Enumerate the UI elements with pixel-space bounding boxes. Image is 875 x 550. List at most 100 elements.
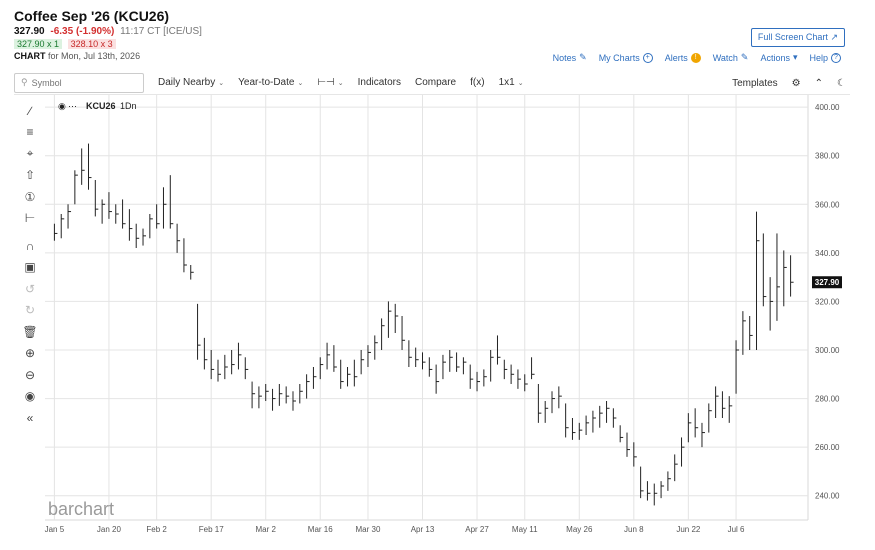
ohlc-bar (319, 357, 324, 380)
notes-link[interactable]: Notes ✎ (553, 52, 587, 63)
ohlc-bar (244, 357, 249, 380)
ohlc-bar (387, 301, 392, 338)
actions-menu[interactable]: Actions ▾ (760, 52, 797, 63)
ohlc-bar (619, 425, 624, 443)
ohlc-bar (306, 374, 310, 399)
ohlc-bar (776, 233, 780, 321)
ohlc-bar (674, 454, 678, 482)
numbered-marker-icon[interactable]: ① (24, 189, 36, 204)
ohlc-bar (374, 335, 378, 360)
fibonacci-icon[interactable]: ≡ (26, 125, 34, 140)
chevron-down-icon: ⌄ (218, 79, 225, 87)
range-dropdown[interactable]: Year-to-Date ⌄ (238, 77, 303, 88)
full-screen-chart-button[interactable]: Full Screen Chart ↗ (750, 28, 845, 47)
eye-icon[interactable]: ◉ (24, 389, 36, 404)
x-tick-label: Jun 8 (624, 525, 644, 534)
ohlc-bar (435, 364, 440, 394)
watch-link[interactable]: Watch ✎ (713, 52, 749, 63)
ohlc-bar (653, 483, 658, 506)
ohlc-bar (558, 386, 562, 409)
ohlc-bar (224, 354, 228, 380)
y-tick-label: 320.00 (815, 297, 840, 306)
x-tick-label: Apr 27 (465, 525, 489, 534)
bid-ask-line: 327.90 x 1 328.10 x 3 (14, 39, 202, 49)
notes-label: Notes (552, 52, 577, 63)
indicators-button[interactable]: Indicators (357, 77, 401, 88)
settings-gear-icon[interactable]: ⚙ (791, 77, 801, 89)
ohlc-bar (681, 437, 685, 467)
alerts-link[interactable]: Alerts! (665, 52, 701, 63)
symbol-input[interactable] (31, 77, 132, 88)
plus-icon: + (642, 52, 653, 63)
ohlc-bar (456, 352, 460, 372)
ohlc-bar (476, 371, 481, 392)
ohlc-bar (60, 214, 65, 239)
function-button[interactable]: f(x) (470, 77, 485, 88)
chevron-down-icon: ⌄ (337, 79, 344, 87)
ohlc-bar (496, 335, 501, 365)
ohlc-bar (469, 364, 474, 389)
full-screen-label: Full Screen Chart (757, 32, 828, 42)
price-change: -6.35 (-1.90%) (50, 26, 115, 37)
ohlc-bar (790, 255, 794, 297)
ohlc-bar (169, 175, 174, 229)
ohlc-bar (626, 432, 630, 457)
alert-icon: ! (690, 52, 701, 63)
ohlc-bar (251, 381, 256, 409)
templates-button[interactable]: Templates (732, 77, 778, 89)
ohlc-bar (728, 396, 733, 423)
ohlc-bar (769, 277, 774, 331)
ohlc-bar (592, 410, 596, 433)
ohlc-bar (278, 384, 283, 406)
undo-icon[interactable]: ↺ (24, 281, 36, 296)
chart-toolbar: ⚲ Daily Nearby⌄ Year-to-Date⌄ ⊢⊣⌄ Indica… (14, 71, 850, 95)
ohlc-bar (81, 148, 85, 185)
ohlc-bar (415, 347, 419, 367)
ohlc-bar (156, 204, 160, 229)
ohlc-bar (640, 466, 644, 499)
collapse-icon[interactable]: ⌃ (814, 77, 824, 89)
zoom-in-icon[interactable]: ⊕ (24, 346, 36, 361)
watch-label: Watch (712, 52, 738, 63)
my-charts-link[interactable]: My Charts + (599, 52, 653, 63)
price-tag-bg (812, 276, 842, 289)
ohlc-bar (721, 391, 726, 418)
symbol-search[interactable]: ⚲ (14, 72, 144, 93)
ohlc-bar (490, 350, 494, 382)
ohlc-bar (612, 408, 617, 428)
redo-icon[interactable]: ↻ (24, 303, 36, 318)
period-dropdown[interactable]: Daily Nearby ⌄ (158, 77, 224, 88)
compare-button[interactable]: Compare (414, 77, 457, 88)
layout-dropdown[interactable]: 1x1 ⌄ (499, 77, 524, 88)
ohlc-bar (524, 374, 528, 392)
expand-icon: ↗ (830, 32, 838, 42)
watch-edit-icon: ✎ (740, 52, 749, 62)
ohlc-bars (53, 143, 794, 506)
ohlc-bar (353, 359, 358, 387)
ohlc-bar (326, 342, 331, 370)
legend-menu-icon[interactable]: ⋯ (68, 101, 77, 111)
measure-icon[interactable]: ⊢ (24, 211, 36, 226)
magnet-icon[interactable]: ∩ (25, 238, 35, 253)
crosshair-icon[interactable]: ⌖ (26, 146, 34, 161)
last-price: 327.90 (14, 26, 45, 37)
arrow-up-icon[interactable]: ⇧ (24, 168, 36, 183)
zoom-out-icon[interactable]: ⊖ (24, 367, 36, 382)
last-price-tag: 327.90 (812, 276, 842, 289)
contract-title: Coffee Sep '26 (KCU26) (14, 8, 170, 24)
dark-mode-icon[interactable]: ☾ (837, 77, 846, 89)
visibility-eye-icon[interactable]: ◉ (58, 101, 66, 111)
top-links: Notes ✎ My Charts + Alerts! Watch ✎ Actions… (553, 52, 841, 63)
ohlc-bar (483, 369, 487, 387)
ohlc-bar (183, 238, 187, 273)
chart-style-dropdown[interactable]: ⊢⊣ ⌄ (317, 77, 343, 88)
trendline-icon[interactable]: ∕ (28, 103, 31, 118)
range-label: Year-to-Date (238, 77, 295, 88)
trash-icon[interactable]: 🗑︎ (22, 324, 38, 339)
collapse-left-icon[interactable]: « (26, 410, 34, 425)
ohlc-bar (53, 223, 58, 241)
help-link[interactable]: Help? (809, 52, 841, 63)
y-tick-label: 360.00 (815, 200, 840, 209)
lock-icon[interactable]: ▣ (24, 260, 36, 275)
